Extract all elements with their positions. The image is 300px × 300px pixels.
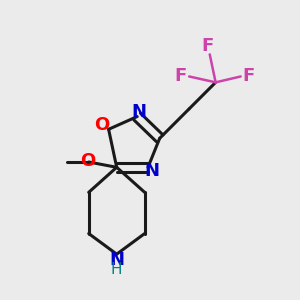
Text: F: F bbox=[202, 38, 214, 56]
Text: O: O bbox=[94, 116, 110, 134]
Text: N: N bbox=[109, 251, 124, 269]
Text: O: O bbox=[80, 152, 95, 170]
Text: N: N bbox=[145, 162, 160, 180]
Text: F: F bbox=[175, 68, 187, 85]
Text: H: H bbox=[111, 262, 122, 277]
Text: F: F bbox=[243, 68, 255, 85]
Text: N: N bbox=[131, 103, 146, 121]
